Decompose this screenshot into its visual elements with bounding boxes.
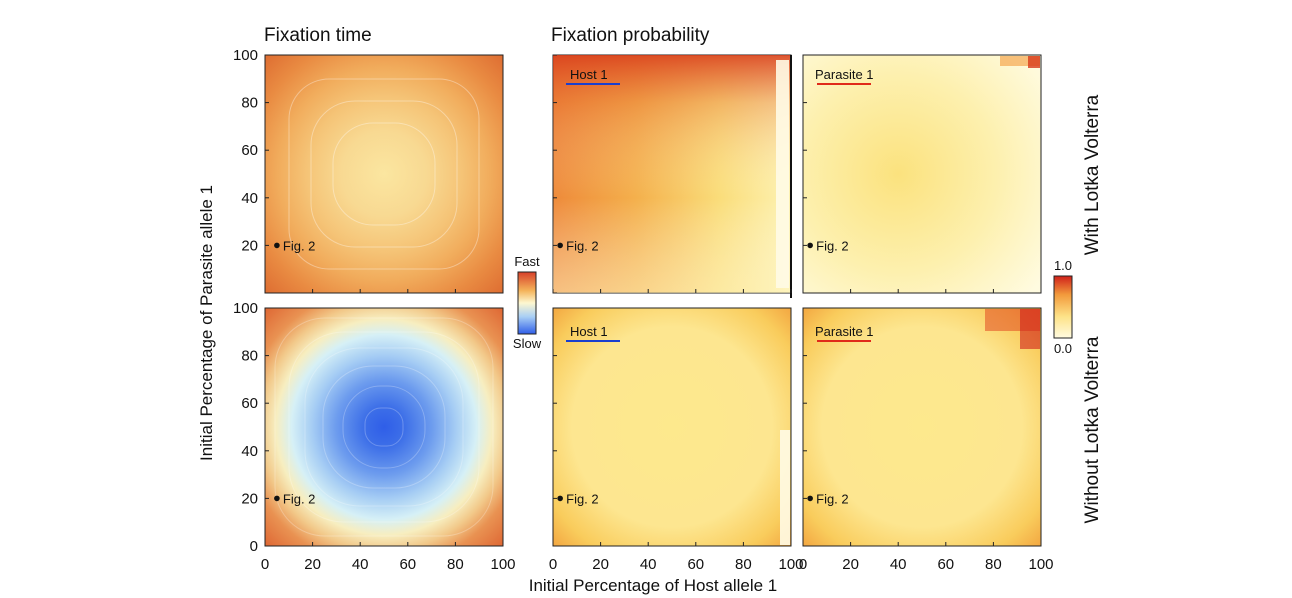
time-colorbar-slow-label: Slow — [513, 336, 542, 351]
fig2-marker-dot — [557, 495, 563, 502]
x-tick-label: 0 — [261, 556, 269, 573]
time-colorbar-fast-label: Fast — [514, 254, 540, 269]
fig2-marker-dot — [274, 242, 280, 249]
label-parasite-1-bottom: Parasite 1 — [815, 324, 874, 339]
fig2-marker-dot — [274, 495, 280, 502]
contour-rings — [288, 78, 480, 270]
fig2-marker-label: Fig. 2 — [816, 491, 849, 506]
title-fixation-probability: Fixation probability — [551, 25, 710, 46]
x-tick-label: 0 — [549, 556, 557, 573]
y-tick-label: 80 — [241, 348, 258, 365]
prob-colorbar-max-label: 1.0 — [1054, 258, 1072, 273]
fig2-marker-label: Fig. 2 — [283, 491, 316, 506]
row-label-without-lv: Without Lotka Volterra — [1082, 336, 1103, 523]
x-tick-label: 40 — [640, 556, 657, 573]
y-tick-label: 20 — [241, 237, 258, 254]
title-fixation-time: Fixation time — [264, 25, 372, 46]
y-tick-label: 40 — [241, 443, 258, 460]
x-tick-label: 60 — [687, 556, 704, 573]
y-tick-label: 100 — [233, 300, 258, 317]
y-axis-label: Initial Percentage of Parasite allele 1 — [197, 185, 216, 461]
y-tick-label: 60 — [241, 395, 258, 412]
panel-time-without-lv — [264, 307, 504, 547]
x-tick-label: 100 — [778, 556, 803, 573]
prob-colorbar: 1.0 0.0 — [1053, 258, 1073, 356]
time-colorbar: Fast Slow — [513, 254, 542, 351]
x-axis-label: Initial Percentage of Host allele 1 — [529, 576, 778, 595]
x-tick-label: 100 — [490, 556, 515, 573]
fig2-markers: Fig. 2 Fig. 2 Fig. 2 Fig. 2 Fig. 2 Fig. 2 — [274, 238, 849, 506]
fig2-marker-label: Fig. 2 — [283, 238, 316, 253]
fig2-marker-label: Fig. 2 — [566, 238, 599, 253]
panel-time-with-lv — [264, 54, 504, 294]
panel-parasite-prob-without-lv — [802, 307, 1042, 547]
x-tick-label: 40 — [352, 556, 369, 573]
fig2-marker-label: Fig. 2 — [816, 238, 849, 253]
prob-colorbar-min-label: 0.0 — [1054, 341, 1072, 356]
x-tick-label: 60 — [399, 556, 416, 573]
y-tick-label: 60 — [241, 142, 258, 159]
x-tick-label: 20 — [304, 556, 321, 573]
panel-host-prob-without-lv — [552, 307, 792, 547]
y-tick-label: 100 — [233, 47, 258, 64]
x-tick-label: 0 — [799, 556, 807, 573]
x-tick-label: 40 — [890, 556, 907, 573]
panel-parasite-prob-with-lv — [802, 54, 1042, 294]
x-tick-label: 100 — [1028, 556, 1053, 573]
y-tick-label: 20 — [241, 490, 258, 507]
fig2-marker-label: Fig. 2 — [566, 491, 599, 506]
x-tick-label: 80 — [735, 556, 752, 573]
label-host-1-top: Host 1 — [570, 67, 608, 82]
label-parasite-1-top: Parasite 1 — [815, 67, 874, 82]
fig2-marker-dot — [557, 242, 563, 249]
fig2-marker-dot — [807, 242, 813, 249]
x-tick-label: 20 — [842, 556, 859, 573]
x-tick-label: 80 — [447, 556, 464, 573]
y-tick-label: 0 — [250, 538, 258, 555]
fig2-marker-dot — [807, 495, 813, 502]
panel-host-prob-with-lv — [552, 54, 792, 298]
x-tick-label: 60 — [937, 556, 954, 573]
y-tick-label: 80 — [241, 95, 258, 112]
y-tick-label: 40 — [241, 190, 258, 207]
contour-rings — [274, 317, 494, 537]
x-tick-label: 20 — [592, 556, 609, 573]
row-label-with-lv: With Lotka Volterra — [1082, 94, 1103, 255]
label-host-1-bottom: Host 1 — [570, 324, 608, 339]
x-tick-label: 80 — [985, 556, 1002, 573]
